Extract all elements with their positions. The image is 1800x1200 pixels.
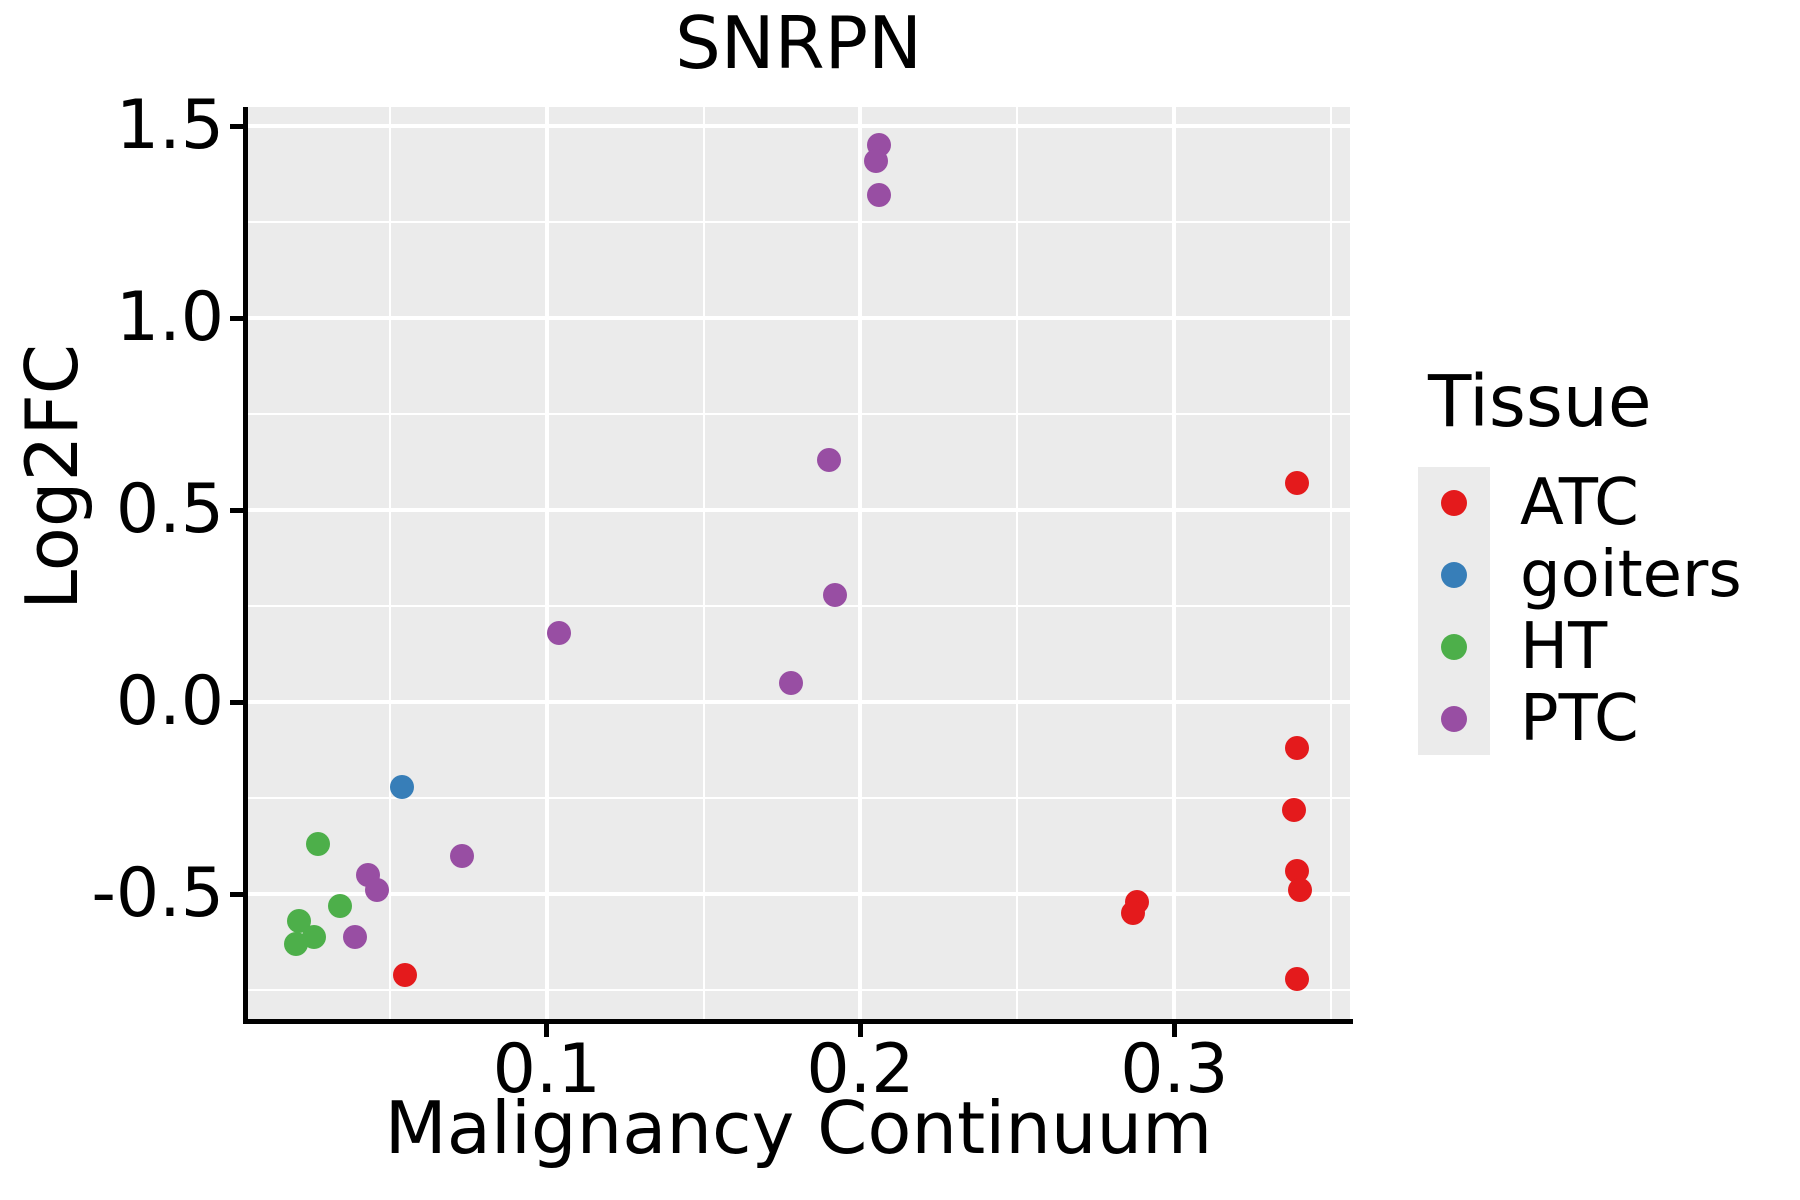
legend-items: ATC goiters HT PTC — [1418, 467, 1742, 755]
y-minor-gridline — [247, 989, 1350, 992]
y-major-gridline — [247, 316, 1350, 321]
y-tick-mark — [230, 891, 243, 897]
legend-title: Tissue — [1428, 360, 1652, 443]
plot-panel — [247, 107, 1350, 1021]
x-minor-gridline — [388, 107, 391, 1021]
point-HT — [305, 832, 330, 857]
y-tick-label: 0.5 — [115, 470, 224, 550]
x-major-gridline — [544, 107, 549, 1021]
legend-swatch-atc-icon — [1441, 490, 1467, 516]
point-PTC — [779, 671, 804, 696]
point-PTC — [867, 183, 892, 208]
legend-key — [1418, 467, 1490, 539]
y-tick-mark — [230, 123, 243, 129]
y-minor-gridline — [247, 605, 1350, 608]
legend-key — [1418, 539, 1490, 611]
point-PTC — [823, 582, 848, 607]
legend-key — [1418, 683, 1490, 755]
x-major-gridline — [1172, 107, 1177, 1021]
legend-swatch-goiters-icon — [1441, 562, 1467, 588]
legend-label-ptc: PTC — [1520, 682, 1639, 756]
legend-key — [1418, 611, 1490, 683]
point-ATC — [393, 962, 418, 987]
point-PTC — [343, 924, 368, 949]
legend-label-atc: ATC — [1520, 466, 1639, 540]
point-PTC — [365, 878, 390, 903]
point-ATC — [1284, 736, 1309, 761]
y-tick-label: 1.5 — [115, 86, 224, 166]
point-ATC — [1287, 878, 1312, 903]
x-minor-gridline — [1330, 107, 1333, 1021]
x-minor-gridline — [1016, 107, 1019, 1021]
y-tick-label: -0.5 — [91, 854, 224, 934]
x-axis-line — [243, 1019, 1353, 1024]
y-minor-gridline — [247, 797, 1350, 800]
y-axis-line — [243, 107, 248, 1024]
y-major-gridline — [247, 700, 1350, 705]
legend-item-ptc: PTC — [1418, 683, 1742, 755]
point-PTC — [547, 621, 572, 646]
legend-swatch-ht-icon — [1441, 634, 1467, 660]
y-tick-label: 0.0 — [115, 662, 224, 742]
x-tick-mark — [544, 1024, 550, 1037]
legend-label-ht: HT — [1520, 610, 1608, 684]
y-major-gridline — [247, 508, 1350, 513]
point-PTC — [449, 843, 474, 868]
point-ATC — [1121, 901, 1146, 926]
x-tick-label: 0.1 — [492, 1030, 601, 1109]
point-ATC — [1281, 797, 1306, 822]
point-PTC — [864, 148, 889, 173]
legend-item-ht: HT — [1418, 611, 1742, 683]
x-tick-mark — [857, 1024, 863, 1037]
x-tick-label: 0.2 — [806, 1030, 915, 1109]
legend-item-goiters: goiters — [1418, 539, 1742, 611]
point-ATC — [1284, 966, 1309, 991]
point-PTC — [817, 448, 842, 473]
point-goiters — [390, 774, 415, 799]
x-minor-gridline — [702, 107, 705, 1021]
y-tick-mark — [230, 507, 243, 513]
y-major-gridline — [247, 124, 1350, 129]
x-axis-title: Malignancy Continuum — [384, 1086, 1213, 1170]
x-tick-mark — [1171, 1024, 1177, 1037]
point-HT — [283, 932, 308, 957]
y-tick-mark — [230, 315, 243, 321]
y-minor-gridline — [247, 221, 1350, 224]
chart-title: SNRPN — [675, 1, 922, 85]
x-major-gridline — [858, 107, 863, 1021]
x-tick-label: 0.3 — [1120, 1030, 1229, 1109]
y-tick-label: 1.0 — [115, 278, 224, 358]
y-tick-mark — [230, 699, 243, 705]
point-HT — [327, 893, 352, 918]
point-ATC — [1284, 471, 1309, 496]
y-minor-gridline — [247, 413, 1350, 416]
legend-swatch-ptc-icon — [1441, 706, 1467, 732]
legend-item-atc: ATC — [1418, 467, 1742, 539]
y-major-gridline — [247, 892, 1350, 897]
legend-label-goiters: goiters — [1520, 538, 1742, 612]
